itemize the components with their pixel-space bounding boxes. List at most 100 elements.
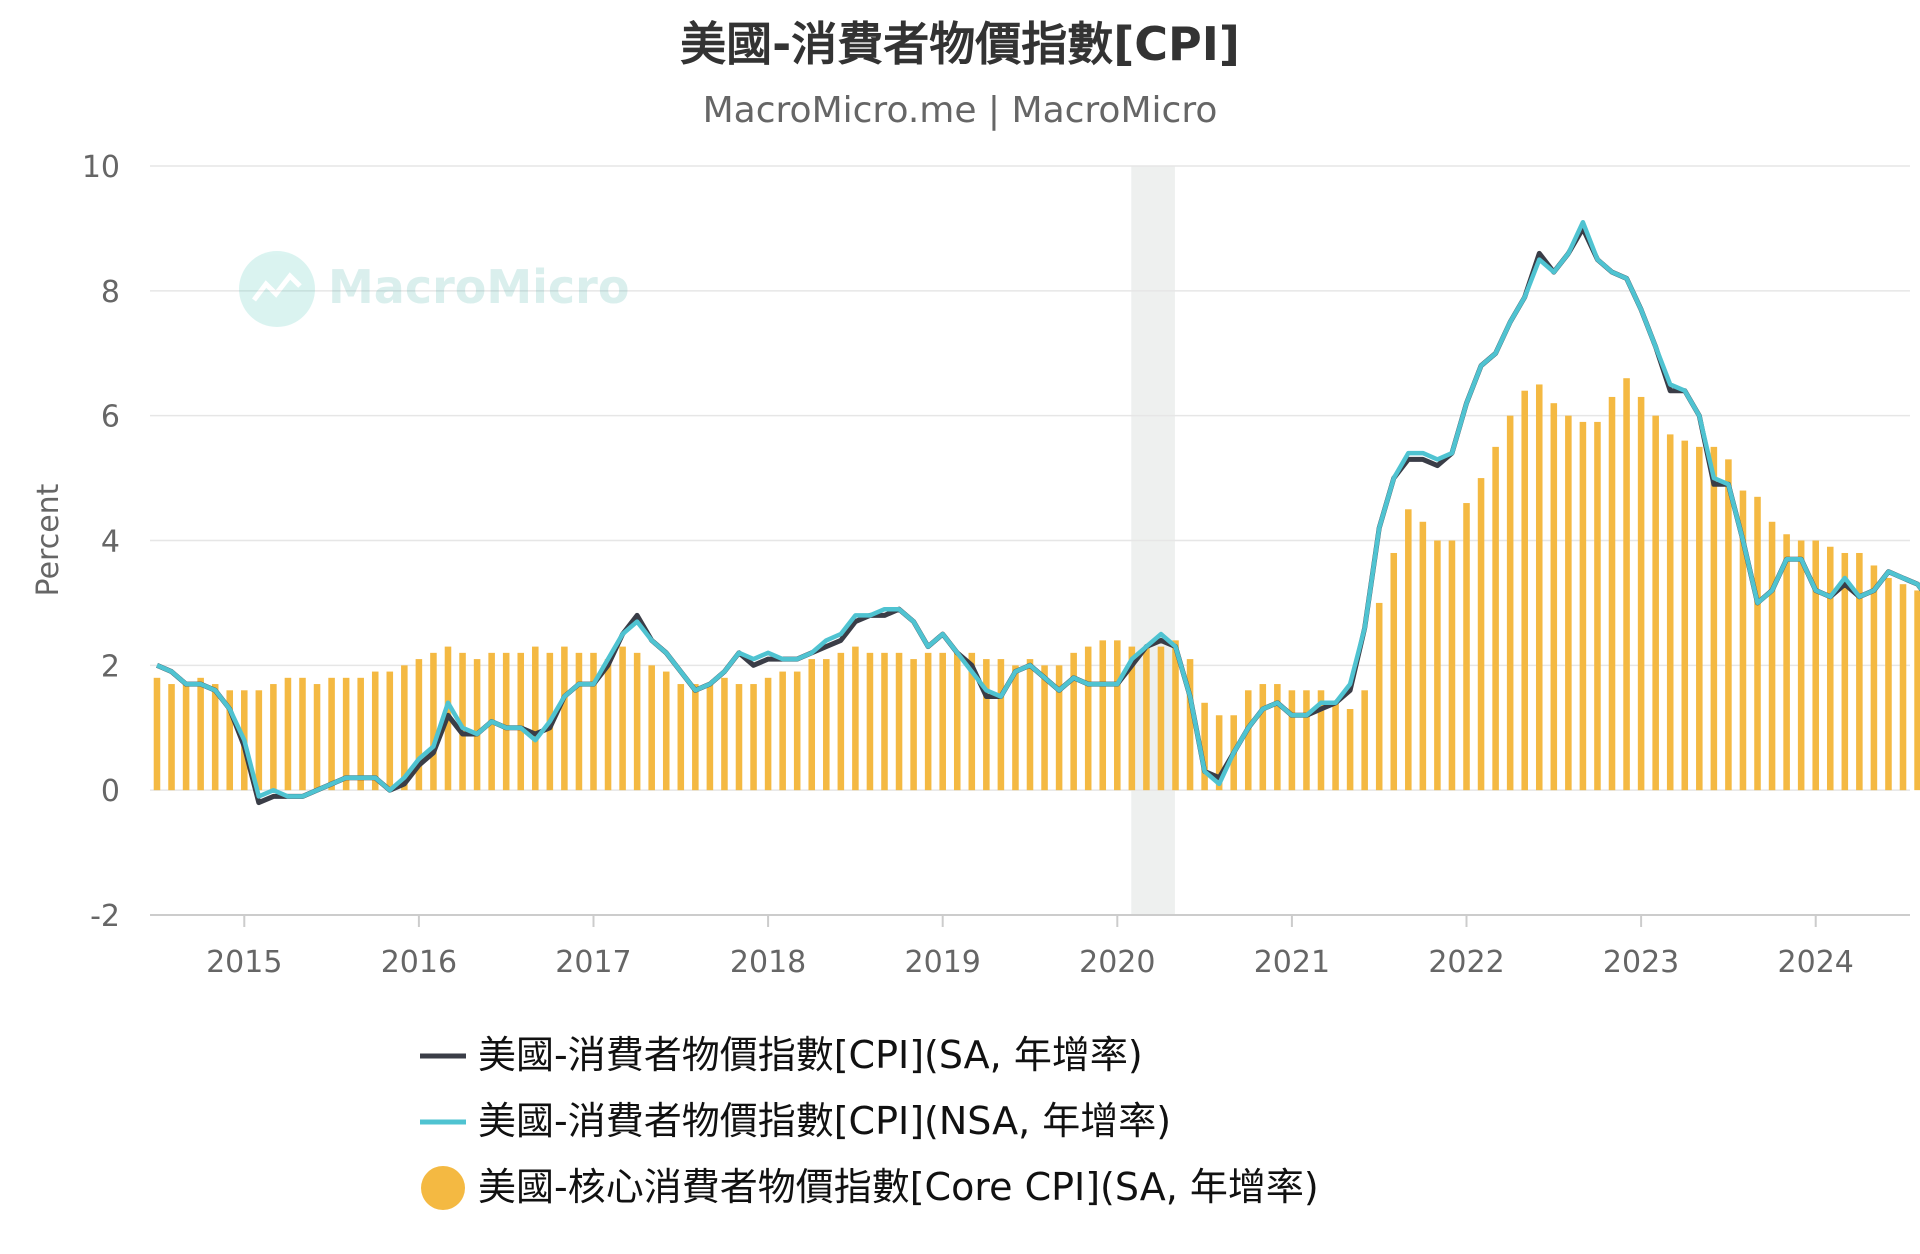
core-cpi-bar [1055,665,1063,791]
core-cpi-bar [1419,521,1427,791]
core-cpi-bar [662,671,670,791]
core-cpi-bar [1797,540,1805,791]
core-cpi-bar [1317,690,1325,791]
core-cpi-bar [255,690,263,791]
core-cpi-bar [1594,421,1601,791]
legend-label-nsa: 美國-消費者物價指數[CPI](NSA, 年增率) [478,1099,1171,1143]
core-cpi-bar [1303,690,1310,791]
watermark-logo-icon [239,251,315,327]
x-tick-label: 2024 [1778,945,1854,980]
core-cpi-bar [532,646,539,791]
core-cpi-bar [1768,521,1776,791]
core-cpi-bar [1623,378,1630,791]
core-cpi-bar [1681,440,1689,791]
core-cpi-bar [895,652,903,791]
core-cpi-bar [764,677,772,791]
core-cpi-bar [1332,702,1339,791]
core-cpi-bar [604,659,612,791]
x-tick-label: 2016 [381,945,457,980]
x-tick-label: 2020 [1079,945,1155,980]
core-cpi-bar [1070,652,1077,791]
core-cpi-bar [182,684,190,791]
core-cpi-bar [313,684,321,791]
core-cpi-bar [735,684,743,791]
core-cpi-bar [270,684,277,791]
core-cpi-bar [153,677,161,791]
core-cpi-bar [1084,646,1092,791]
core-cpi-bar [1550,403,1558,791]
core-cpi-bar [1288,690,1296,791]
legend-item-sa[interactable]: 美國-消費者物價指數[CPI](SA, 年增率) [420,1033,1143,1077]
core-cpi-bar [211,684,219,791]
core-cpi-bar [401,665,408,791]
core-cpi-bar [226,690,234,791]
core-cpi-bar [1506,415,1514,791]
core-cpi-bar [1885,577,1892,791]
core-cpi-bar [1405,509,1412,791]
core-cpi-bar [415,659,423,791]
y-axis-label: Percent [31,483,66,596]
core-cpi-bar [1390,552,1398,791]
core-cpi-bar [633,652,641,791]
core-cpi-bar [1914,590,1920,791]
core-cpi-bar [968,652,976,791]
core-cpi-bar [1026,659,1034,791]
core-cpi-bar [328,677,335,791]
core-cpi-bar [1637,396,1645,791]
core-cpi-bar [1361,690,1368,791]
core-cpi-bar [342,677,350,791]
x-tick-label: 2015 [206,945,282,980]
core-cpi-bar [1259,684,1267,791]
core-cpi-bar [590,652,597,791]
legend-item-nsa[interactable]: 美國-消費者物價指數[CPI](NSA, 年增率) [420,1099,1171,1143]
core-cpi-bar [997,659,1005,791]
core-cpi-bar [953,652,961,791]
core-cpi-bar [1565,415,1572,791]
watermark: MacroMicro [239,251,629,327]
core-cpi-bar [619,646,626,791]
core-cpi-bar [706,684,714,791]
core-cpi-bar [823,659,830,791]
core-cpi-bar [561,646,568,791]
x-tick-label: 2023 [1603,945,1679,980]
core-cpi-bar [808,659,816,791]
core-cpi-bar [721,677,728,791]
core-cpi-bar [1114,640,1121,791]
core-cpi-bar [793,671,801,791]
core-cpi-bar [1463,503,1470,791]
core-cpi-bar [1143,646,1150,791]
core-cpi-bar [1346,709,1354,791]
core-cpi-bar [473,659,481,791]
core-cpi-bar [881,652,888,791]
core-cpi-bar [357,677,364,791]
core-cpi-bar [1666,434,1674,791]
core-cpi-bar [1128,646,1136,791]
core-cpi-bar [1172,640,1179,791]
core-cpi-bar [459,652,466,791]
core-cpi-bar [1739,490,1747,791]
core-cpi-bar [1754,496,1761,791]
core-cpi-bar [1710,446,1718,791]
core-cpi-bar [1841,552,1849,791]
x-tick-label: 2018 [730,945,806,980]
core-cpi-bar [1448,540,1456,791]
y-tick-label: 2 [101,649,120,684]
core-cpi-bar [386,671,394,791]
core-cpi-bar [1099,640,1107,791]
legend-item-core[interactable]: 美國-核心消費者物價指數[Core CPI](SA, 年增率) [421,1165,1319,1210]
core-cpi-bar [866,652,874,791]
core-cpi-bar [1215,715,1223,791]
core-cpi-bar [1783,534,1790,791]
core-cpi-bar [677,684,685,791]
core-cpi-bar [1652,415,1659,791]
core-cpi-bar [502,652,510,791]
core-cpi-bar [648,665,655,791]
x-tick-label: 2021 [1254,945,1330,980]
core-cpi-bar [1812,540,1819,791]
core-cpi-bar [1725,459,1732,791]
core-cpi-bars [153,378,1920,791]
core-cpi-bar [1012,665,1019,791]
core-cpi-bar [1201,702,1208,791]
